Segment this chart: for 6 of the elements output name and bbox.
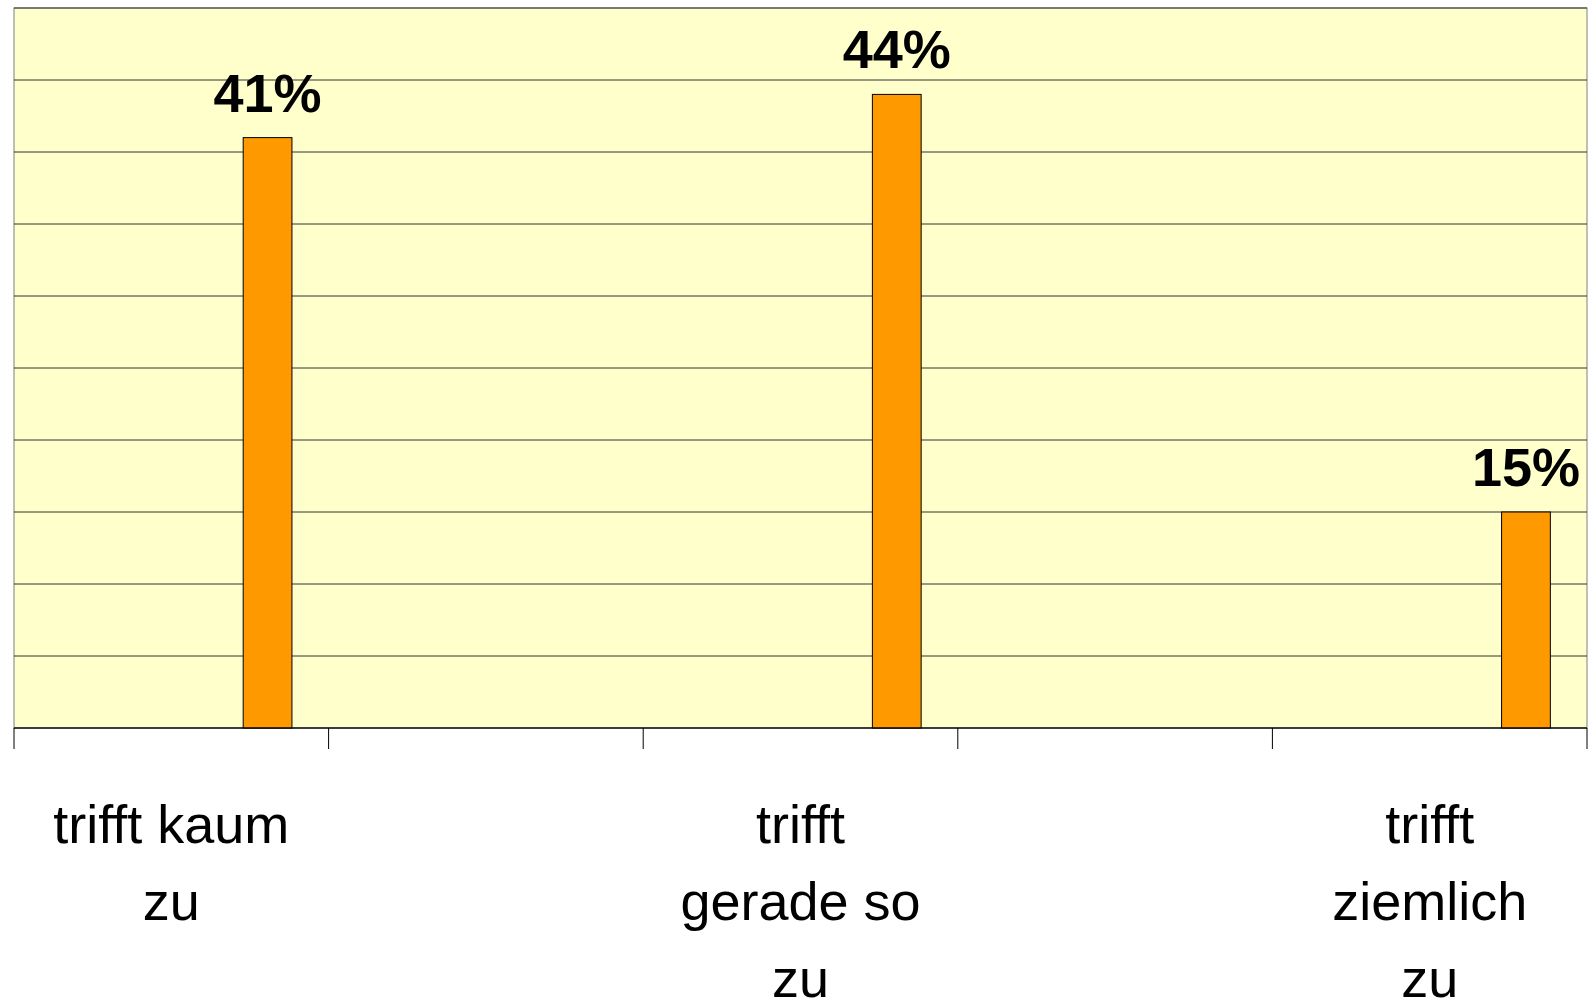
data-label: 15% [1471,437,1581,497]
x-tick-label: trifft gerade so zu [680,794,921,1003]
x-tick-label: trifft ziemlich zu [1332,794,1528,1003]
x-tick-label: trifft kaum zu [53,794,290,931]
data-label: 41% [213,62,322,123]
data-label: 44% [842,19,951,80]
